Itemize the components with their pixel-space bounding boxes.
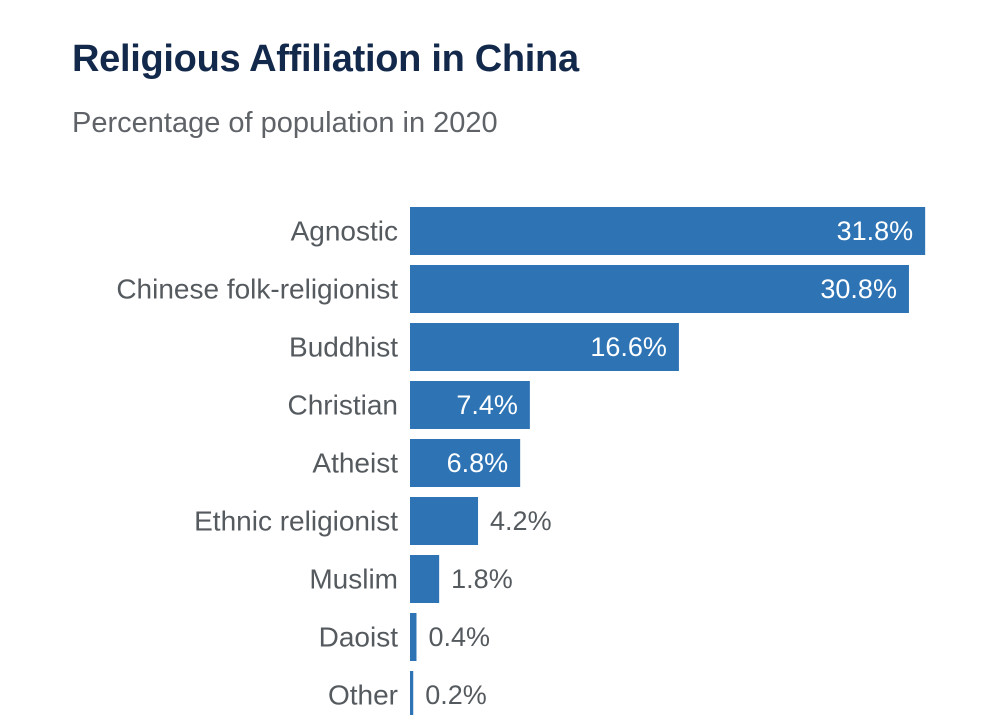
- bar: [410, 497, 479, 545]
- category-label: Daoist: [319, 622, 399, 653]
- value-label: 0.2%: [425, 680, 487, 710]
- bar: [410, 207, 926, 255]
- category-label: Chinese folk-religionist: [116, 274, 398, 305]
- bar: [410, 323, 679, 371]
- bar: [410, 555, 440, 603]
- value-label: 1.8%: [451, 564, 513, 594]
- category-label: Muslim: [309, 564, 398, 595]
- category-label: Ethnic religionist: [194, 506, 398, 537]
- category-label: Other: [328, 680, 398, 711]
- value-label: 7.4%: [456, 390, 518, 420]
- value-label: 30.8%: [820, 274, 897, 304]
- bar: [410, 439, 521, 487]
- category-label: Agnostic: [291, 216, 398, 247]
- value-label: 16.6%: [590, 332, 667, 362]
- value-label: 6.8%: [447, 448, 509, 478]
- bar: [410, 613, 417, 661]
- bar: [410, 381, 530, 429]
- category-label: Atheist: [312, 448, 398, 479]
- chart-title: Religious Affiliation in China: [72, 38, 579, 80]
- bar: [410, 671, 414, 715]
- category-label: Buddhist: [289, 332, 398, 363]
- chart-subtitle: Percentage of population in 2020: [72, 107, 498, 139]
- category-label: Christian: [288, 390, 398, 421]
- bar: [410, 265, 909, 313]
- value-label: 31.8%: [837, 216, 914, 246]
- value-label: 0.4%: [428, 622, 490, 652]
- value-label: 4.2%: [490, 506, 552, 536]
